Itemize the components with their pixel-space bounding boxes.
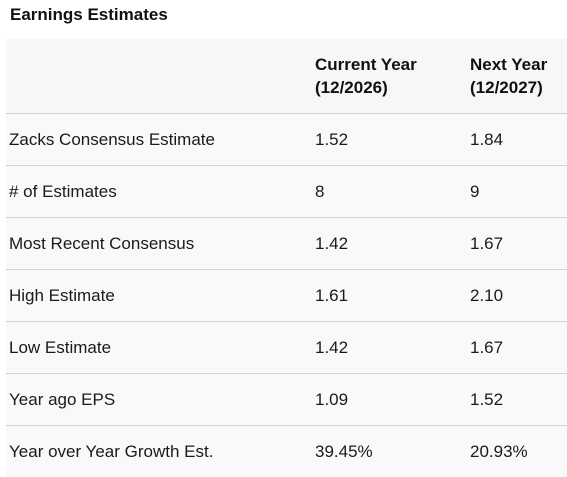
header-current-year-period: (12/2026) bbox=[315, 77, 388, 97]
next-year-value: 2.10 bbox=[467, 269, 567, 322]
current-year-value: 8 bbox=[312, 165, 467, 218]
table-row: Year over Year Growth Est. 39.45% 20.93% bbox=[6, 425, 567, 477]
current-year-value: 39.45% bbox=[315, 441, 373, 461]
row-label: Year over Year Growth Est. bbox=[9, 441, 214, 461]
next-year-value: 20.93% bbox=[470, 441, 528, 461]
header-current-year-label: Current Year bbox=[315, 54, 417, 74]
current-year-value: 1.42 bbox=[312, 217, 467, 270]
table-row: Zacks Consensus Estimate 1.52 1.84 bbox=[6, 113, 567, 166]
current-year-value: 1.61 bbox=[312, 269, 467, 322]
current-year-value: 1.42 bbox=[312, 321, 467, 374]
section-title: Earnings Estimates bbox=[10, 5, 168, 24]
header-blank-cell bbox=[6, 39, 312, 114]
header-current-year: Current Year (12/2026) bbox=[312, 39, 467, 114]
table-row: High Estimate 1.61 2.10 bbox=[6, 269, 567, 322]
earnings-estimates-table: Current Year (12/2026) Next Year (12/202… bbox=[6, 39, 567, 477]
row-label: High Estimate bbox=[6, 269, 312, 322]
row-label: # of Estimates bbox=[6, 165, 312, 218]
current-year-value: 1.52 bbox=[312, 113, 467, 166]
table-header-row: Current Year (12/2026) Next Year (12/202… bbox=[6, 39, 567, 114]
next-year-value: 1.67 bbox=[467, 217, 567, 270]
row-label: Low Estimate bbox=[6, 321, 312, 374]
current-year-value: 1.09 bbox=[312, 373, 467, 426]
next-year-value: 1.67 bbox=[467, 321, 567, 374]
table-row: Low Estimate 1.42 1.67 bbox=[6, 321, 567, 374]
next-year-value: 9 bbox=[467, 165, 567, 218]
table-row: # of Estimates 8 9 bbox=[6, 165, 567, 218]
header-next-year-label: Next Year bbox=[470, 54, 548, 74]
row-label: Most Recent Consensus bbox=[6, 217, 312, 270]
table-row: Year ago EPS 1.09 1.52 bbox=[6, 373, 567, 426]
row-label: Year ago EPS bbox=[6, 373, 312, 426]
header-next-year-period: (12/2027) bbox=[470, 77, 543, 97]
next-year-value: 1.52 bbox=[467, 373, 567, 426]
row-label: Zacks Consensus Estimate bbox=[6, 113, 312, 166]
header-next-year: Next Year (12/2027) bbox=[467, 39, 567, 114]
next-year-value: 1.84 bbox=[467, 113, 567, 166]
table-row: Most Recent Consensus 1.42 1.67 bbox=[6, 217, 567, 270]
